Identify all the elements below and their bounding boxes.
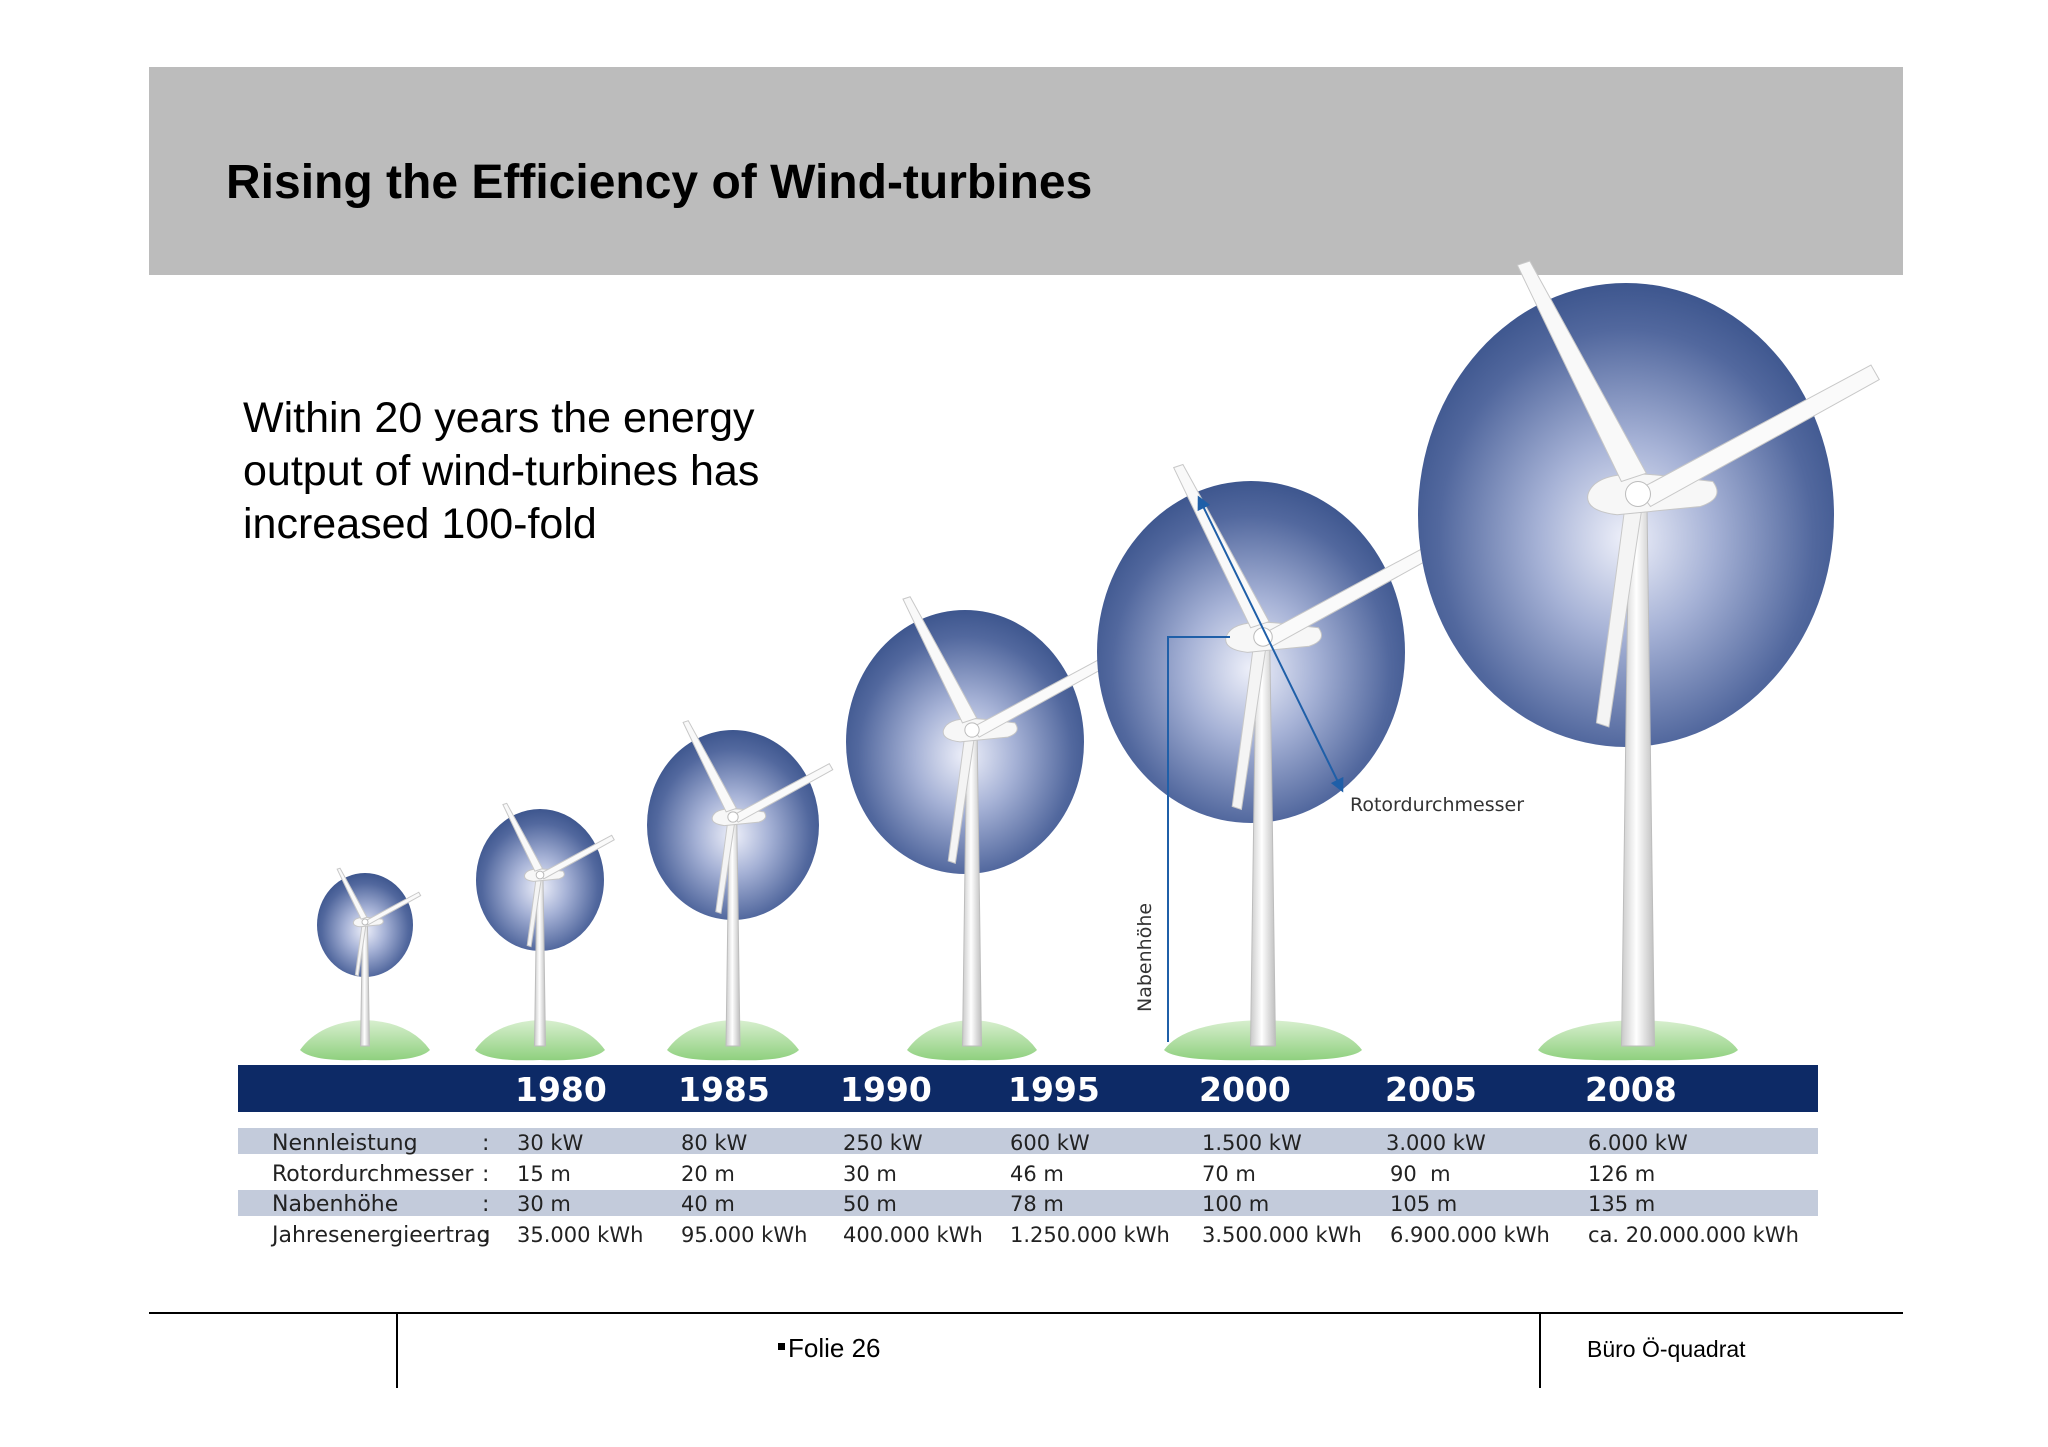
cell-power: 600 kW	[1010, 1131, 1090, 1155]
row-label-hub-height: Nabenhöhe	[272, 1192, 398, 1217]
cell-hub: 135 m	[1588, 1192, 1655, 1216]
year-label: 2005	[1385, 1070, 1477, 1109]
cell-rotor: 15 m	[517, 1162, 571, 1186]
cell-rotor: 126 m	[1588, 1162, 1655, 1186]
cell-hub: 78 m	[1010, 1192, 1064, 1216]
cell-energy: 95.000 kWh	[681, 1223, 807, 1247]
rotor-diameter-arrow	[1197, 495, 1344, 793]
row-label-annual-energy: Jahresenergieertrag	[270, 1223, 490, 1248]
specs-table: Nennleistung Rotordurchmesser Nabenhöhe …	[238, 1128, 1818, 1248]
cell-hub: 100 m	[1202, 1192, 1269, 1216]
slide-title: Rising the Efficiency of Wind-turbines	[226, 156, 1093, 209]
footer-page-number: Folie 26	[778, 1333, 881, 1364]
rotor-hub	[361, 918, 369, 926]
row-colon: :	[482, 1131, 489, 1156]
year-band	[238, 1065, 1818, 1112]
blade	[1516, 260, 1648, 483]
hub-height-bracket	[1167, 636, 1230, 1042]
cell-power: 30 kW	[517, 1131, 584, 1155]
year-label: 1980	[515, 1070, 607, 1109]
footer-organization: Büro Ö-quadrat	[1587, 1336, 1746, 1362]
cell-hub: 30 m	[517, 1192, 571, 1216]
cell-rotor: 90 m	[1390, 1162, 1451, 1186]
hub-height-label: Nabenhöhe	[1134, 903, 1156, 1012]
cell-power: 3.000 kW	[1386, 1131, 1486, 1155]
row-label-rotor-diameter: Rotordurchmesser	[272, 1162, 474, 1187]
rotor-diameter-annotation: Rotordurchmesser	[1197, 495, 1524, 816]
year-label: 1995	[1008, 1070, 1100, 1109]
cell-power: 6.000 kW	[1588, 1131, 1688, 1155]
hub-height-annotation: Nabenhöhe	[1134, 636, 1230, 1042]
row-colon: :	[482, 1223, 489, 1248]
intro-text: Within 20 years the energy output of win…	[243, 392, 883, 551]
cell-power: 250 kW	[843, 1131, 923, 1155]
cell-rotor: 46 m	[1010, 1162, 1064, 1186]
cell-hub: 40 m	[681, 1192, 735, 1216]
cell-power: 1.500 kW	[1202, 1131, 1302, 1155]
turbine-illustrations	[300, 260, 1880, 1061]
table-row-stripe	[238, 1128, 1818, 1154]
year-labels: 1980 1985 1990 1995 2000 2005 2008	[515, 1070, 1677, 1109]
cell-hub: 105 m	[1390, 1192, 1457, 1216]
rotor-hub	[1625, 481, 1651, 507]
table-row-stripe	[238, 1190, 1818, 1216]
cell-power: 80 kW	[681, 1131, 748, 1155]
rotor-diameter-label: Rotordurchmesser	[1350, 794, 1524, 816]
cell-energy: ca. 20.000.000 kWh	[1588, 1223, 1799, 1247]
cell-energy: 1.250.000 kWh	[1010, 1223, 1170, 1247]
cell-rotor: 30 m	[843, 1162, 897, 1186]
intro-line: Within 20 years the energy	[243, 394, 755, 442]
page-label: Folie 26	[788, 1333, 881, 1363]
cell-energy: 400.000 kWh	[843, 1223, 983, 1247]
year-label: 1990	[840, 1070, 932, 1109]
footer-rule	[149, 1312, 1903, 1314]
year-label: 2008	[1585, 1070, 1677, 1109]
footer-divider-left	[396, 1312, 398, 1388]
blade	[336, 867, 368, 920]
cell-energy: 35.000 kWh	[517, 1223, 643, 1247]
rotor-hub	[964, 722, 980, 738]
row-label-rated-power: Nennleistung	[272, 1131, 418, 1156]
cell-energy: 3.500.000 kWh	[1202, 1223, 1362, 1247]
intro-line: increased 100-fold	[243, 500, 597, 548]
blade	[902, 596, 978, 724]
cell-rotor: 70 m	[1202, 1162, 1256, 1186]
footer-divider-right	[1539, 1312, 1541, 1388]
rotor-hub	[727, 811, 739, 823]
blade	[682, 720, 738, 813]
cell-rotor: 20 m	[681, 1162, 735, 1186]
cell-hub: 50 m	[843, 1192, 897, 1216]
cell-energy: 6.900.000 kWh	[1390, 1223, 1550, 1247]
row-colon: :	[482, 1192, 489, 1217]
title-band: Rising the Efficiency of Wind-turbines	[149, 67, 1903, 275]
bullet-icon	[778, 1342, 785, 1350]
row-colon: :	[482, 1162, 489, 1187]
rotor-hub	[535, 870, 545, 880]
year-label: 2000	[1199, 1070, 1291, 1109]
intro-line: output of wind-turbines has	[243, 447, 760, 495]
blade	[502, 802, 544, 872]
year-label: 1985	[678, 1070, 770, 1109]
